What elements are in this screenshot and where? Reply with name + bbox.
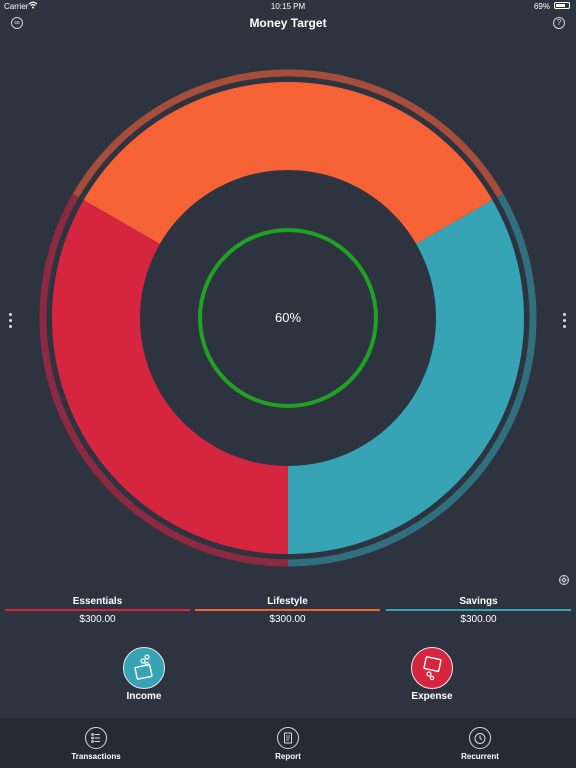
outer-ring-lifestyle: [72, 69, 504, 198]
category-amount: $300.00: [460, 614, 497, 625]
tab-label: Transactions: [71, 752, 121, 761]
right-drawer-handle-icon[interactable]: [563, 313, 567, 331]
income-label: Income: [126, 691, 162, 702]
page-title: Money Target: [249, 16, 327, 30]
tab-label: Recurrent: [461, 752, 499, 761]
slice-lifestyle[interactable]: [83, 82, 493, 244]
outer-ring: [39, 69, 537, 567]
battery-percent: 69%: [533, 2, 550, 11]
status-bar: Carrier 10:15 PM 69%: [0, 0, 576, 12]
clock: 10:15 PM: [270, 2, 306, 11]
category-color-bar: [195, 609, 380, 611]
tab-transactions[interactable]: Transactions: [51, 727, 141, 761]
donut-slices: [51, 82, 524, 554]
category-essentials[interactable]: Essentials $300.00: [5, 596, 190, 625]
outer-ring-essentials: [39, 193, 289, 567]
category-amount: $300.00: [79, 614, 116, 625]
category-color-bar: [5, 609, 190, 611]
wallet-minus-icon[interactable]: [411, 647, 453, 689]
battery-icon: [554, 2, 570, 9]
category-name: Essentials: [72, 596, 123, 607]
category-name: Savings: [459, 596, 498, 607]
progress-ring: [198, 228, 378, 408]
tab-bar: Transactions Report Recurrent: [0, 718, 576, 768]
carrier-label: Carrier: [4, 2, 29, 11]
tab-label: Report: [275, 752, 301, 761]
list-icon[interactable]: [85, 727, 107, 749]
income-button[interactable]: Income: [104, 647, 184, 702]
expense-button[interactable]: Expense: [392, 647, 472, 702]
category-lifestyle[interactable]: Lifestyle $300.00: [195, 596, 380, 625]
progress-percent: 60%: [275, 310, 301, 325]
wifi-icon: [28, 1, 38, 9]
timer-icon[interactable]: [469, 727, 491, 749]
outer-ring-savings: [288, 193, 537, 567]
category-amount: $300.00: [269, 614, 306, 625]
left-drawer-handle-icon[interactable]: [9, 313, 13, 331]
report-icon[interactable]: [277, 727, 299, 749]
gear-icon[interactable]: [558, 574, 570, 586]
expense-label: Expense: [411, 691, 453, 702]
wallet-plus-icon[interactable]: [123, 647, 165, 689]
infinity-icon[interactable]: ∞: [11, 17, 23, 29]
category-name: Lifestyle: [267, 596, 308, 607]
tab-recurrent[interactable]: Recurrent: [435, 727, 525, 761]
slice-savings[interactable]: [288, 200, 524, 554]
help-icon[interactable]: ?: [553, 17, 565, 29]
slice-essentials[interactable]: [51, 200, 288, 554]
category-savings[interactable]: Savings $300.00: [386, 596, 571, 625]
tab-report[interactable]: Report: [243, 727, 333, 761]
budget-donut-chart[interactable]: 60%: [0, 0, 576, 640]
category-color-bar: [386, 609, 571, 611]
